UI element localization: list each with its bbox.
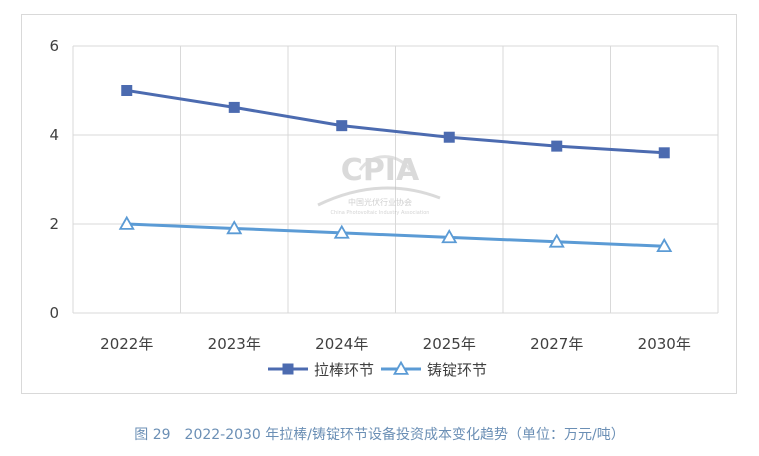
chart-frame	[21, 14, 737, 394]
data-point-marker	[551, 140, 563, 152]
data-point-marker	[226, 220, 243, 235]
data-point-marker	[336, 120, 348, 132]
data-point-marker	[656, 237, 673, 253]
figure-label: 图 29	[134, 427, 171, 443]
x-tick-label: 2024年	[315, 335, 368, 353]
x-tick-label: 2027年	[530, 335, 583, 353]
cpia-watermark: CPIA 中国光伏行业协会 China Photovoltaic Industr…	[317, 153, 441, 216]
legend: 拉棒环节 铸锭环节	[268, 360, 487, 379]
x-tick-label: 2025年	[423, 335, 476, 353]
data-point-marker	[118, 215, 135, 230]
x-tick-label: 2023年	[208, 335, 261, 353]
figure-caption: 图 29 2022-2030 年拉棒/铸锭环节设备投资成本变化趋势（单位：万元/吨…	[0, 424, 759, 444]
y-tick-label: 2	[49, 215, 59, 233]
legend-marker	[392, 360, 410, 375]
legend-label: 铸锭环节	[427, 361, 487, 379]
data-point-marker	[333, 224, 350, 239]
x-tick-label: 2022年	[100, 335, 153, 353]
legend-label: 拉棒环节	[314, 361, 374, 379]
data-point-marker	[441, 229, 458, 244]
watermark-logo-text: CPIA	[341, 153, 420, 188]
x-tick-label: 2030年	[638, 335, 691, 353]
data-point-marker	[548, 233, 565, 248]
data-point-marker	[121, 85, 133, 96]
data-point-marker	[443, 131, 455, 143]
watermark-org-en: China Photovoltaic Industry Association	[331, 210, 430, 216]
y-tick-label: 4	[49, 126, 59, 144]
watermark-org-cn: 中国光伏行业协会	[348, 197, 412, 207]
caption-text: 2022-2030 年拉棒/铸锭环节设备投资成本变化趋势（单位：万元/吨）	[184, 427, 625, 443]
line-chart: 0 2 4 6 2022年 2023年 2024年 2025年 2027年 2030年 CPIA…	[49, 37, 719, 379]
series-line-2	[126, 222, 665, 248]
series-line-1	[126, 89, 665, 155]
y-tick-label: 0	[49, 304, 59, 322]
data-point-marker	[228, 101, 240, 113]
y-tick-label: 6	[49, 37, 59, 55]
legend-marker	[282, 363, 294, 375]
data-point-marker	[658, 147, 670, 159]
